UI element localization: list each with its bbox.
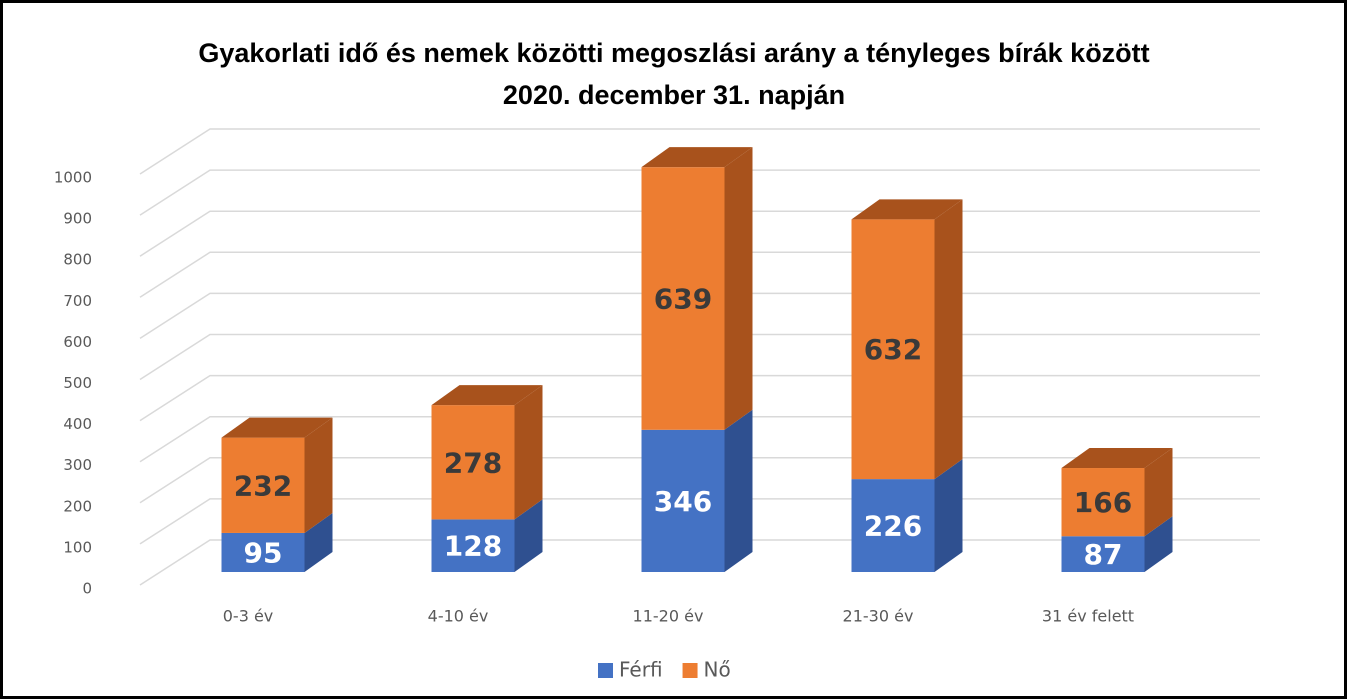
x-tick-label: 0-3 év <box>223 607 274 626</box>
y-tick-label: 100 <box>63 538 92 556</box>
bar <box>221 437 305 533</box>
bar <box>1061 536 1145 572</box>
grid-line <box>139 128 1260 175</box>
y-tick-label: 1000 <box>54 169 92 187</box>
y-tick-label: 500 <box>63 374 92 392</box>
bar-top <box>431 385 543 406</box>
bar-side <box>934 199 963 480</box>
chart-subtitle: 2020. december 31. napján <box>503 80 845 110</box>
bar-top <box>851 199 963 220</box>
data-label: 95 <box>244 536 283 569</box>
bar-side <box>304 417 333 533</box>
bar <box>431 519 515 572</box>
data-label: 346 <box>654 485 712 518</box>
bar-side <box>724 409 753 572</box>
bar-side <box>514 499 543 572</box>
y-tick-label: 200 <box>63 497 92 515</box>
bar-side <box>514 385 543 520</box>
legend-label: Férfi <box>619 658 663 682</box>
data-label: 639 <box>654 282 712 315</box>
bar <box>1061 468 1145 537</box>
y-tick-label: 700 <box>63 292 92 310</box>
y-tick-label: 800 <box>63 251 92 269</box>
x-tick-label: 11-20 év <box>633 607 704 626</box>
bar <box>641 429 725 572</box>
data-label: 166 <box>1074 486 1132 519</box>
y-tick-label: 600 <box>63 333 92 351</box>
bar-side <box>1144 516 1173 572</box>
bar-side <box>934 459 963 572</box>
bar-top <box>221 417 333 438</box>
bar <box>851 479 935 572</box>
legend-label: Nő <box>704 658 731 682</box>
bar <box>431 405 515 520</box>
y-tick-label: 300 <box>63 456 92 474</box>
bar-top <box>641 147 753 168</box>
data-label: 232 <box>234 469 292 502</box>
bar <box>851 219 935 480</box>
grid-line <box>139 169 1260 216</box>
y-tick-label: 0 <box>82 580 92 598</box>
y-tick-label: 900 <box>63 210 92 228</box>
x-tick-label: 31 év felett <box>1042 607 1134 626</box>
y-tick-label: 400 <box>63 415 92 433</box>
bar-side <box>304 512 333 572</box>
bar-side <box>1144 448 1173 537</box>
legend-swatch <box>682 663 698 678</box>
bar-side <box>724 147 753 430</box>
legend-swatch <box>598 663 613 678</box>
data-label: 128 <box>444 530 502 563</box>
bar <box>221 532 305 572</box>
data-label: 226 <box>864 510 922 543</box>
data-label: 632 <box>864 333 922 366</box>
data-label: 278 <box>444 446 502 479</box>
bar-top <box>1061 448 1173 469</box>
data-label: 87 <box>1084 538 1123 571</box>
x-tick-label: 21-30 év <box>843 607 914 626</box>
bar <box>641 167 725 430</box>
chart-title: Gyakorlati idő és nemek közötti megoszlá… <box>198 38 1149 68</box>
x-tick-label: 4-10 év <box>428 607 489 626</box>
